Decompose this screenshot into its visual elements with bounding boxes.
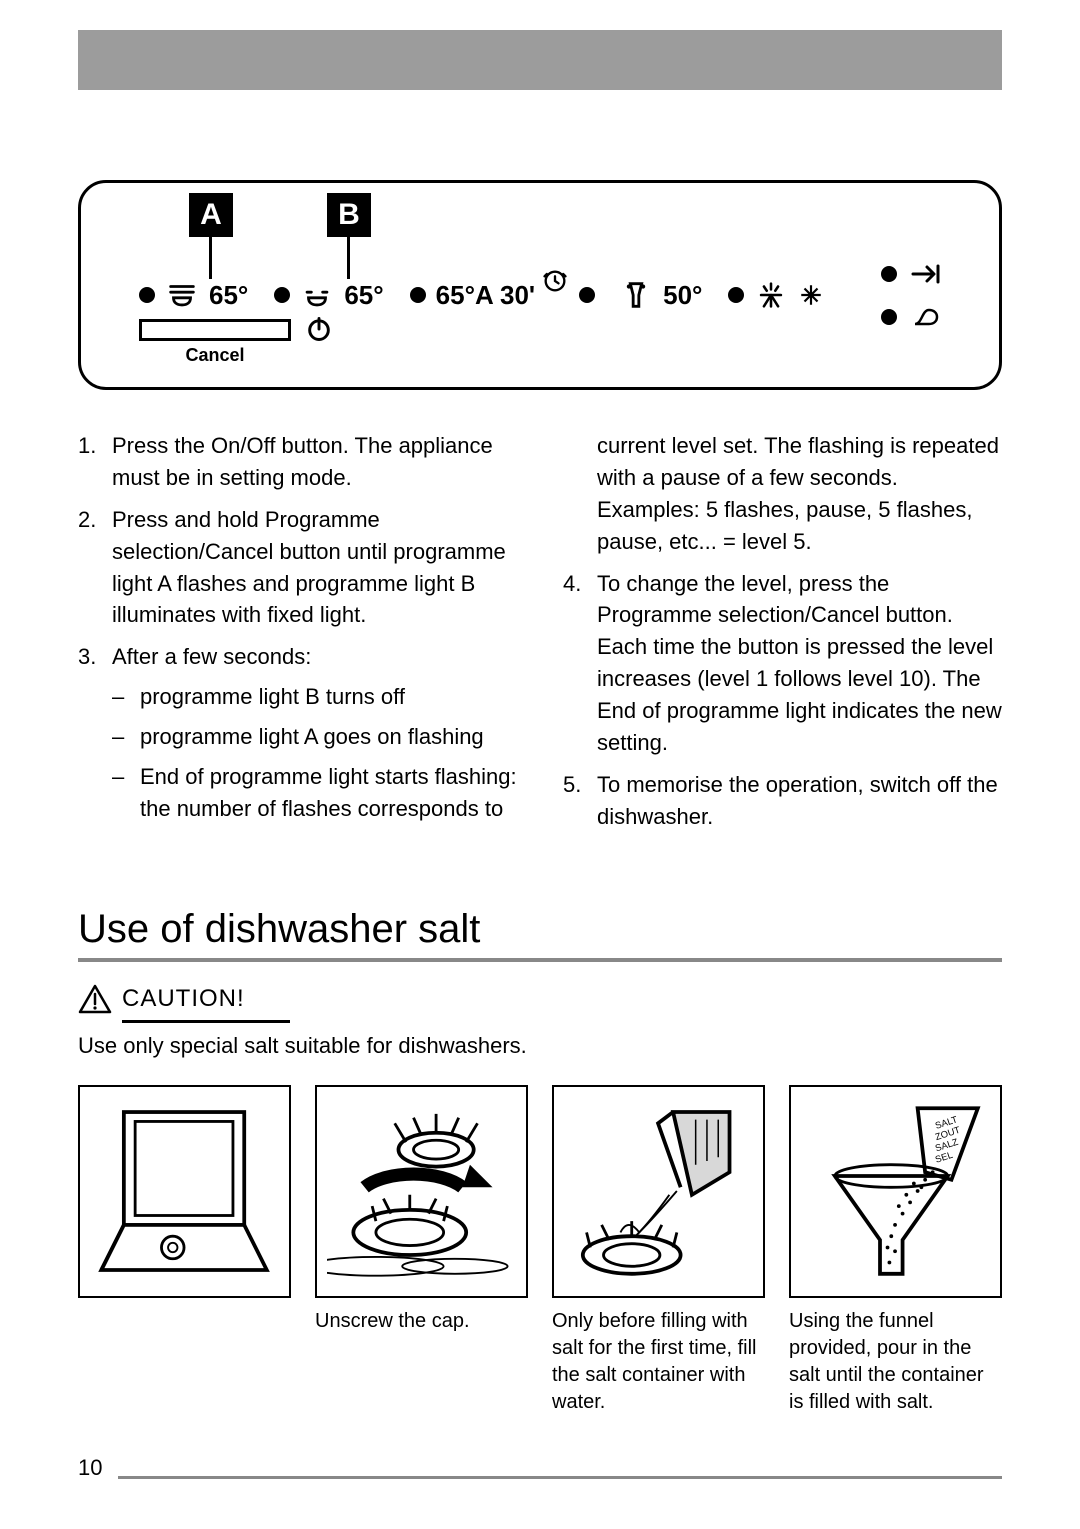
caution-label: CAUTION! [122, 985, 245, 1013]
text: turns off [320, 684, 405, 709]
image-cell: Only before filling with salt for the fi… [552, 1085, 765, 1416]
text: goes on flashing [317, 724, 483, 749]
cancel-button-outline [139, 319, 291, 341]
title-rule [78, 958, 1002, 962]
sub-item: End of programme light starts flashing: … [112, 761, 517, 825]
temp-label: 50° [663, 280, 702, 311]
sub-item: programme light A goes on flashing [112, 721, 517, 753]
left-column: Press the On/Off button. The appliance m… [78, 430, 517, 843]
text: flashes and programme light [171, 571, 461, 596]
temp-label: 65°A 30' [436, 280, 535, 311]
image-caption: Using the funnel provided, pour in the s… [789, 1308, 1002, 1416]
glass-icon [619, 278, 653, 312]
text-em: Programme selection/Cancel [597, 602, 879, 627]
instruction-image-grid: Unscrew the cap. Only before filling wit… [78, 1085, 1002, 1416]
text: programme light [140, 684, 305, 709]
footer-rule [118, 1476, 1002, 1479]
steps-list-left: Press the On/Off button. The appliance m… [78, 430, 517, 825]
indicator-dot [274, 287, 290, 303]
control-panel-diagram: A B 65° 65° 65°A 30' 50° [78, 180, 1002, 390]
right-column: current level set. The flashing is repea… [563, 430, 1002, 843]
step-item: Press and hold Programme selection/Cance… [78, 504, 517, 632]
page-content: A B 65° 65° 65°A 30' 50° [78, 180, 1002, 1416]
marker-b: B [327, 193, 371, 237]
marker-b-line [347, 237, 350, 279]
text-em: A [304, 724, 317, 749]
image-caption: Unscrew the cap. [315, 1308, 528, 1335]
indicator-dot [728, 287, 744, 303]
text: Press and hold [112, 507, 265, 532]
caution-text: Use only special salt suitable for dishw… [78, 1033, 1002, 1059]
indicator-dot [881, 266, 897, 282]
section-title: Use of dishwasher salt [78, 907, 1002, 952]
step-item: To change the level, press the Programme… [563, 568, 1002, 759]
header-bar [78, 30, 1002, 90]
steps-list-right: To change the level, press the Programme… [563, 568, 1002, 833]
step-item: Press the On/Off button. The appliance m… [78, 430, 517, 494]
end-program-icon [911, 262, 941, 286]
text-em: End of programme [140, 764, 322, 789]
continuation-text: current level set. The flashing is repea… [563, 430, 1002, 558]
text-em: setting mode [220, 465, 346, 490]
indicator-dot [881, 309, 897, 325]
text: After a few seconds: [112, 644, 311, 669]
sub-list: programme light B turns off programme li… [112, 681, 517, 825]
caution-underline [122, 1020, 290, 1023]
indicator-dot [139, 287, 155, 303]
illustration-dishwasher-open [78, 1085, 291, 1298]
sub-item: programme light B turns off [112, 681, 517, 713]
star-icon [798, 282, 824, 308]
text-em: B [461, 571, 476, 596]
text-em: End of programme [597, 698, 779, 723]
illustration-pour-salt: SALT ZOUT SALZ SEL [789, 1085, 1002, 1298]
cancel-label: Cancel [139, 345, 291, 366]
marker-a-line [209, 237, 212, 279]
caution-row: CAUTION! [78, 984, 1002, 1014]
warning-icon [78, 984, 112, 1014]
indicator-dot [579, 287, 595, 303]
step-item: To memorise the operation, switch off th… [563, 769, 1002, 833]
clock-icon [541, 267, 569, 295]
image-cell: SALT ZOUT SALZ SEL Using the funnel pro [789, 1085, 1002, 1416]
rinse-icon [754, 278, 788, 312]
page-number: 10 [78, 1455, 102, 1481]
image-cell [78, 1085, 291, 1416]
instruction-columns: Press the On/Off button. The appliance m… [78, 430, 1002, 843]
power-icon [305, 315, 333, 343]
text-em: A [157, 571, 170, 596]
caption-em: Only before filling with salt for the fi… [552, 1310, 748, 1359]
salt-icon [911, 306, 941, 328]
text: programme light [140, 724, 304, 749]
step-item: After a few seconds: programme light B t… [78, 641, 517, 824]
illustration-unscrew-cap [315, 1085, 528, 1298]
image-caption: Only before filling with salt for the fi… [552, 1308, 765, 1416]
image-cell: Unscrew the cap. [315, 1085, 528, 1416]
normal-wash-icon [300, 278, 334, 312]
indicator-dot [410, 287, 426, 303]
text: To change the level, press the [597, 571, 889, 596]
temp-label: 65° [209, 280, 248, 311]
intensive-wash-icon [165, 278, 199, 312]
text-em: B [305, 684, 320, 709]
marker-a: A [189, 193, 233, 237]
text: . [346, 465, 352, 490]
program-indicator-row: 65° 65° 65°A 30' 50° [139, 275, 941, 315]
temp-label: 65° [344, 280, 383, 311]
illustration-pour-water [552, 1085, 765, 1298]
text: illuminates with fixed light. [112, 602, 366, 627]
